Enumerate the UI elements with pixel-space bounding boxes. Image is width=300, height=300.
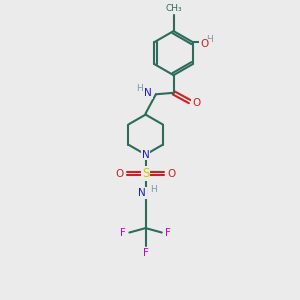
Text: F: F [165,227,171,238]
Text: H: H [151,185,157,194]
Text: O: O [200,39,208,50]
Text: O: O [167,169,175,179]
Text: N: N [144,88,152,98]
Text: N: N [138,188,146,198]
Text: S: S [142,167,149,180]
Text: H: H [136,85,143,94]
Text: O: O [192,98,200,108]
Text: F: F [142,248,148,257]
Text: CH₃: CH₃ [165,4,182,13]
Text: O: O [116,169,124,179]
Text: N: N [142,150,149,160]
Text: F: F [120,227,126,238]
Text: H: H [206,35,213,44]
